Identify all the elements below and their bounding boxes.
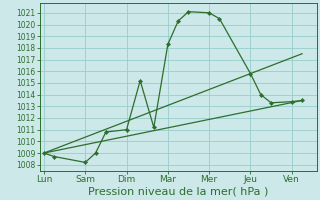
X-axis label: Pression niveau de la mer( hPa ): Pression niveau de la mer( hPa )	[88, 187, 268, 197]
